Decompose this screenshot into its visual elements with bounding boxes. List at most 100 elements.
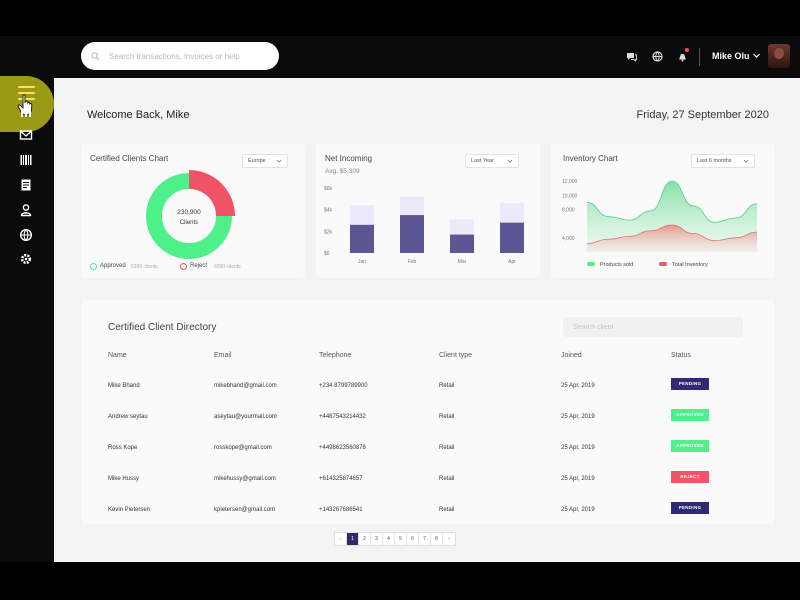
pagination-page-button[interactable]: 4: [383, 533, 395, 545]
cell-phone: +4498623560878: [319, 445, 366, 451]
pagination-next-button[interactable]: »: [447, 536, 451, 542]
cell-name: Mike Bhand: [108, 383, 140, 389]
pagination: « 1 2 3 4 5 6 7 8 »: [334, 532, 456, 546]
line-products-sold: [586, 180, 758, 223]
table-row[interactable]: Mike Bhand mikebhand@gmail.com +234 879978…: [81, 378, 775, 412]
gear-icon[interactable]: [19, 252, 33, 266]
cell-type: Retail: [439, 507, 455, 513]
current-date: Friday, 27 September 2020: [636, 109, 769, 121]
y-tick-label: $4k: [324, 208, 333, 214]
pagination-page-button[interactable]: 1: [347, 533, 359, 545]
client-search-input[interactable]: [563, 317, 743, 337]
notification-dot: [685, 48, 689, 52]
cell-phone: +614325874657: [319, 476, 363, 482]
reject-legend-label: Reject: [190, 263, 208, 269]
donut-hole: [162, 189, 216, 243]
y-tick-label: 8,000: [562, 207, 575, 213]
reject-legend-dot: [180, 263, 187, 270]
sidebar: [0, 36, 54, 562]
table-row[interactable]: Andrew seytau aseytau@yourmail.com +448754…: [81, 409, 775, 443]
pagination-page-button[interactable]: 8: [431, 533, 443, 545]
donut-center-label: Clients: [180, 220, 198, 226]
pagination-prev-button[interactable]: «: [335, 533, 347, 545]
main-content: Welcome Back, Mike Friday, 27 September …: [54, 78, 800, 562]
inventory-card: Inventory Chart Last 6 months 4,000 8,000…: [551, 144, 775, 278]
welcome-heading: Welcome Back, Mike: [87, 109, 190, 121]
donut-center-value: 230,900: [177, 209, 201, 216]
range-dropdown[interactable]: Last 6 months: [691, 154, 755, 168]
pagination-page-button[interactable]: 7: [419, 533, 431, 545]
top-bar: Mike Olu: [54, 36, 800, 78]
globe-icon[interactable]: [652, 51, 663, 62]
cell-email: mikebhand@gmail.com: [214, 383, 277, 389]
table-row[interactable]: Kevin Pietersen kpietersen@gmail.com +1432…: [81, 502, 775, 536]
pagination-page-button[interactable]: 5: [395, 533, 407, 545]
cell-type: Retail: [439, 414, 455, 420]
chevron-down-icon: [276, 159, 282, 163]
column-header-joined: Joined: [561, 352, 582, 359]
y-tick-label: 4,000: [562, 236, 575, 242]
pagination-page-button[interactable]: 2: [359, 533, 371, 545]
area-total-inventory: [587, 225, 757, 252]
cell-email: aseytau@yourmail.com: [214, 414, 277, 420]
status-badge: REJECT: [671, 471, 709, 483]
dropdown-value: Last 6 months: [697, 158, 732, 164]
barcode-icon[interactable]: [19, 153, 33, 167]
donut-slice-approved: [146, 173, 232, 259]
cell-name: Andrew seytau: [108, 414, 148, 420]
x-tick-label: Mar: [458, 259, 467, 265]
pagination-page-button[interactable]: 3: [371, 533, 383, 545]
legend-swatch: [659, 262, 667, 266]
approved-legend-count: 6390 clients: [131, 264, 158, 270]
user-icon[interactable]: [19, 203, 33, 217]
status-badge: PENDING: [671, 378, 709, 390]
cell-name: Kevin Pietersen: [108, 507, 151, 513]
period-dropdown[interactable]: Last Year: [465, 154, 519, 168]
user-name[interactable]: Mike Olu: [712, 51, 750, 61]
donut-chart: 230,900 Clients: [146, 170, 235, 259]
bell-icon[interactable]: [677, 51, 688, 62]
pagination-page-button[interactable]: 6: [407, 533, 419, 545]
cell-type: Retail: [439, 476, 455, 482]
certified-clients-card: Certified Clients Chart Europe 230,900 C…: [81, 144, 305, 278]
chevron-down-icon[interactable]: [752, 51, 761, 60]
chat-icon[interactable]: [626, 51, 637, 62]
reject-legend-count: 6390 clients: [214, 264, 241, 270]
area-products-sold: [587, 181, 757, 252]
client-directory-card: Certified Client Directory Name Email Te…: [81, 300, 775, 524]
mail-icon[interactable]: [19, 128, 33, 142]
table-row[interactable]: Ross Kope rosskope@gmail.com +449862356087…: [81, 440, 775, 474]
net-incoming-bar-chart: $0 $2k $4k $6k Jan Feb Mar Apr: [324, 186, 524, 265]
y-tick-label: 10,000: [562, 193, 578, 199]
document-icon[interactable]: [19, 178, 33, 192]
bar-net-mar: [450, 234, 474, 253]
line-total-inventory: [586, 224, 758, 244]
bar-net-apr: [500, 222, 524, 253]
x-tick-label: Apr: [508, 259, 516, 265]
status-badge: APPROVED: [671, 409, 709, 421]
search-icon: [91, 52, 100, 61]
cell-joined: 25 Apr, 2019: [561, 414, 595, 420]
cell-email: rosskope@gmail.com: [214, 445, 272, 451]
column-header-status: Status: [671, 352, 691, 359]
dropdown-value: Europe: [248, 158, 266, 164]
avatar[interactable]: [768, 44, 790, 68]
table-row[interactable]: Mike Hussy mikehussy@gmail.com +6143258746…: [81, 471, 775, 505]
cell-type: Retail: [439, 445, 455, 451]
region-dropdown[interactable]: Europe: [242, 154, 288, 168]
hamburger-menu-icon[interactable]: [18, 86, 35, 100]
approved-legend-label: Approved: [100, 263, 126, 269]
bar-net-feb: [400, 215, 424, 253]
globe-icon[interactable]: [19, 228, 33, 242]
cell-phone: +234 8799789900: [319, 383, 368, 389]
status-badge: APPROVED: [671, 440, 709, 452]
card-title: Inventory Chart: [563, 154, 618, 163]
cell-name: Ross Kope: [108, 445, 138, 451]
top-divider: [699, 48, 700, 66]
donut-slice-reject: [189, 170, 235, 216]
status-badge: PENDING: [671, 502, 709, 514]
cell-name: Mike Hussy: [108, 476, 140, 482]
x-tick-label: Feb: [408, 259, 417, 265]
search-input[interactable]: [81, 42, 279, 70]
bar-chart-icon[interactable]: [19, 104, 33, 118]
